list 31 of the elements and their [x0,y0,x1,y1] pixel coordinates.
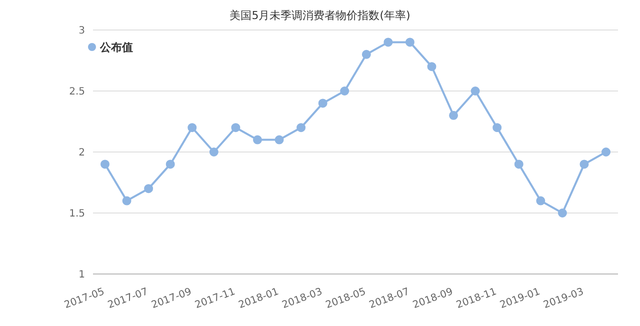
point [405,38,414,47]
point [166,160,175,169]
y-tick-label: 1 [78,270,85,281]
point [602,148,610,156]
point [144,184,154,194]
point [449,110,458,120]
point [274,135,284,144]
point [252,135,262,144]
point [318,98,328,108]
point [427,62,436,72]
y-tick-label: 2 [78,148,85,159]
y-tick-label: 3 [78,26,85,37]
point [188,123,197,132]
point [536,196,546,206]
point [231,123,240,132]
point [384,38,393,47]
point [514,160,524,169]
point [580,160,589,169]
point [362,50,371,59]
y-tick-label: 1.5 [69,208,85,220]
legend-label: 公布值 [100,41,133,54]
point [340,86,350,96]
chart-title: 美国5月未季调消费者物价指数(年率) [228,8,412,23]
point [470,86,480,96]
point [296,123,306,132]
point [122,196,132,206]
point [558,208,567,218]
y-tick-label: 2.5 [69,86,85,98]
point [209,148,218,156]
point [492,123,502,132]
point [100,160,110,169]
